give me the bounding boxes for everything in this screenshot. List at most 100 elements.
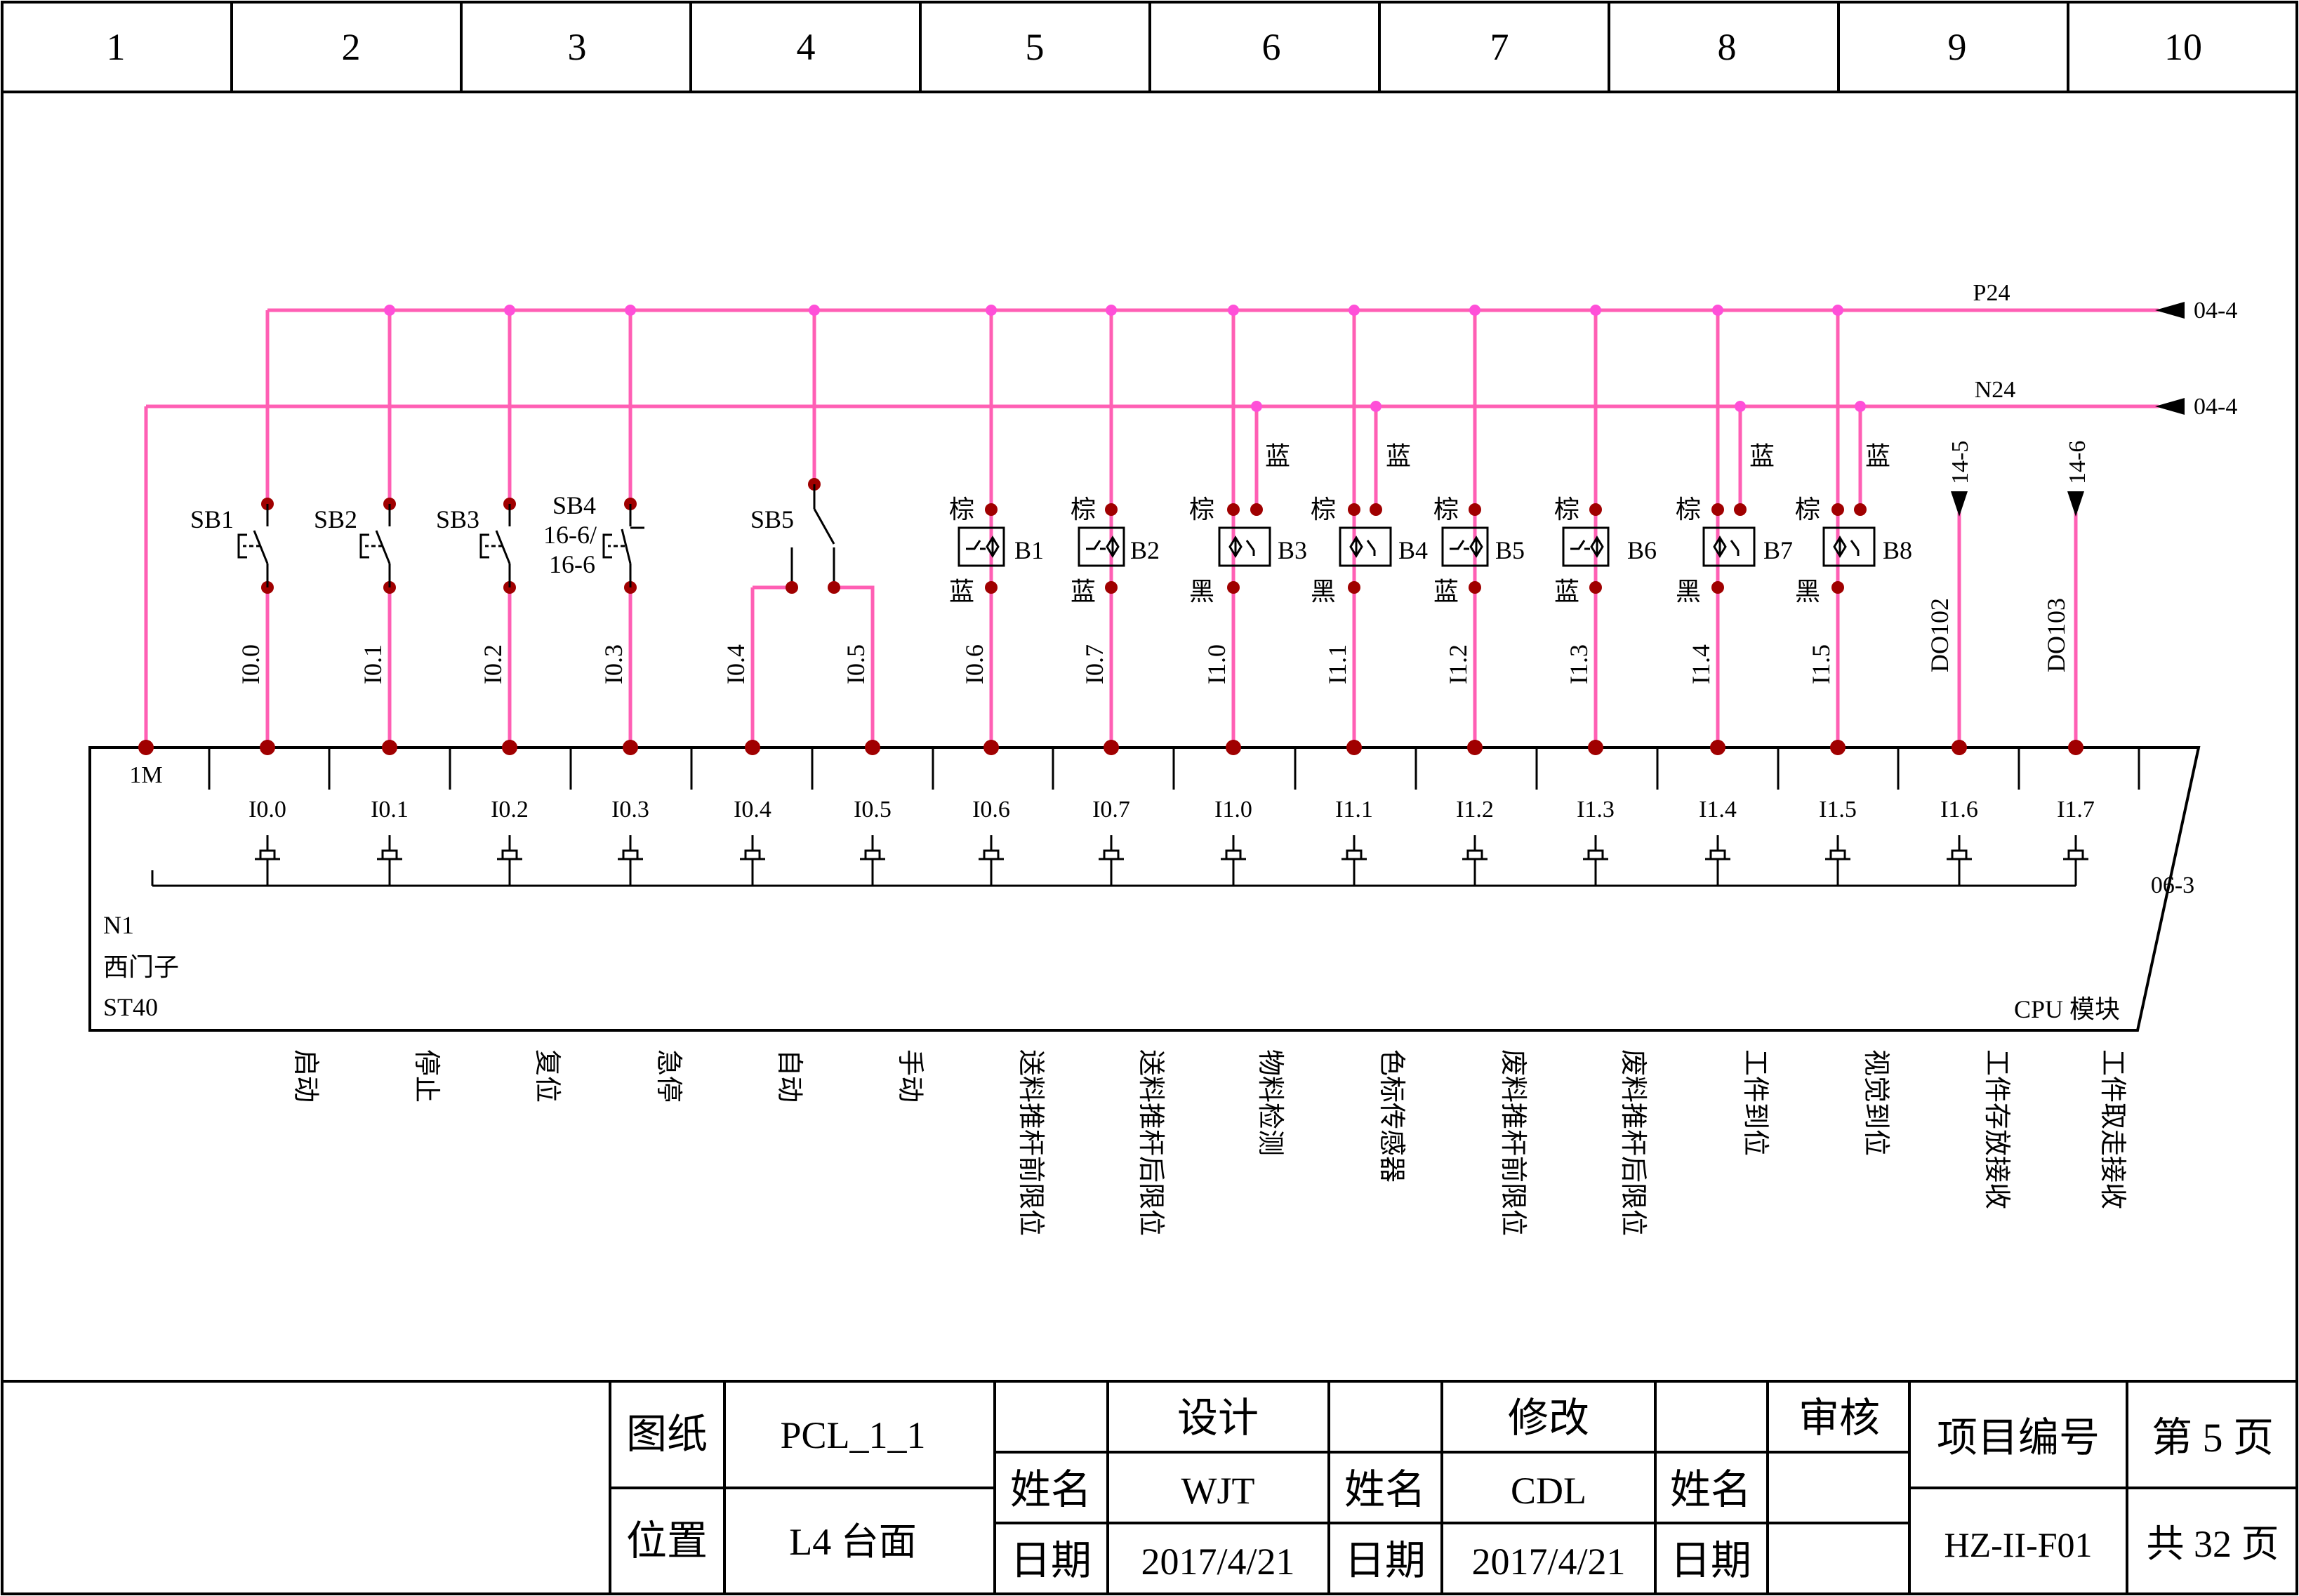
plc-vendor: 西门子 [103,953,179,981]
sensor-wire-extra: 蓝 [1265,442,1290,470]
wire-label: I0.2 [479,644,507,684]
power-buses: P24 N24 04-4 04-4 [146,280,2237,420]
plc-terminal-label: I0.1 [371,797,409,823]
plc-terminal-label: I1.5 [1819,797,1857,823]
sensor-wire-top: 棕 [1311,496,1336,524]
switch-sb5: SB5 [750,478,840,594]
wire-label: I1.4 [1687,644,1715,684]
switch-sb1: SB1 [190,498,274,594]
sensor-wire-extra: 蓝 [1386,442,1411,470]
column-number: 5 [1026,26,1045,68]
sensor-name: B3 [1278,536,1307,564]
date-label: 日期 [1670,1538,1751,1583]
cross-ref: 14-6 [2065,441,2091,484]
sensor-wire-extra: 蓝 [1865,442,1890,470]
wire-label: I0.0 [237,644,265,684]
plc-terminal-label: I1.2 [1456,797,1494,823]
sensor-b2: 棕 蓝 B2 [1071,496,1160,606]
modify-header: 修改 [1508,1395,1589,1441]
ref-arrow-icon [2067,491,2084,517]
wire-label: I0.1 [359,644,387,684]
plc-ref: 06-3 [2151,872,2194,898]
function-label: 色标传感器 [1377,1049,1406,1183]
name-label: 姓名 [1344,1467,1426,1512]
function-label: 复位 [532,1049,562,1103]
wire-label: I1.1 [1323,644,1351,684]
plc-common-label: 1M [129,762,162,788]
function-label: 急停 [654,1049,683,1103]
column-number: 8 [1718,26,1737,68]
sensor-wire-bottom: 黑 [1311,578,1336,606]
sensor-wire-bottom: 蓝 [949,578,974,606]
sensor-b7: 棕 黑 蓝 B7 [1676,442,1793,606]
function-label: 启动 [291,1049,320,1103]
sensor-b8: 棕 黑 蓝 B8 [1795,442,1912,606]
plc-terminal-label: I0.4 [734,797,771,823]
sensor-wire-bottom: 蓝 [1071,578,1096,606]
wire-label: I0.4 [722,644,750,684]
function-label: 工件存放接收 [1982,1049,2011,1209]
sensor-b3: 棕 黑 蓝 B3 [1189,442,1307,606]
column-number: 4 [797,26,816,68]
sb5-label: SB5 [750,505,794,533]
page-current: 第 5 页 [2152,1415,2274,1461]
plc-terminal-label: I0.2 [491,797,529,823]
function-label: 工件到位 [1740,1049,1770,1156]
plc-terminal-label: I0.3 [611,797,649,823]
review-header: 审核 [1798,1395,1880,1441]
drawing-label: 图纸 [626,1411,708,1457]
name-label: 姓名 [1010,1467,1092,1512]
plc-terminal-label: I1.1 [1335,797,1373,823]
switch-sb4: SB4 16-6/ 16-6 [543,491,644,594]
terminal-nodes [138,740,2083,755]
function-label: 物料检测 [1255,1049,1285,1156]
location-value: L4 台面 [789,1521,917,1563]
sensor-name: B5 [1495,536,1525,564]
wire-label: I1.5 [1807,644,1835,684]
sensor-wire-bottom: 黑 [1676,578,1701,606]
function-label: 视觉到位 [1861,1049,1890,1156]
sb4-label: SB4 [552,491,596,519]
plc-module: 1M I0.0 I0.1 I0.2 I0.3 I0.4 I0.5 I0.6 I0… [88,746,2201,1032]
sb4-ref1: 16-6/ [543,521,597,549]
plc-id: N1 [103,911,134,939]
column-number: 9 [1948,26,1967,68]
column-number: 1 [107,26,126,68]
sensor-wire-bottom: 黑 [1795,578,1820,606]
p24-label: P24 [1973,280,2010,306]
plc-terminal-label: I1.6 [1940,797,1978,823]
sensor-wire-top: 棕 [1071,496,1096,524]
switch-sb3: SB3 [436,498,517,594]
sensor-wire-top: 棕 [1189,496,1214,524]
wire-label: I0.5 [842,644,870,684]
sensor-name: B1 [1014,536,1044,564]
column-number: 6 [1262,26,1281,68]
sensor-wire-bottom: 蓝 [1433,578,1459,606]
function-label: 废料推杆后限位 [1618,1049,1648,1236]
function-label: 停止 [411,1049,441,1103]
switch-sb2: SB2 [314,498,397,594]
date-label: 日期 [1344,1538,1426,1583]
plc-terminal-label: I1.3 [1577,797,1615,823]
plc-terminal-label: I0.5 [854,797,892,823]
drawing-value: PCL_1_1 [780,1414,925,1456]
wire-label: I0.6 [960,644,988,684]
date-label: 日期 [1010,1538,1092,1583]
n24-arrow-icon [2155,398,2185,415]
function-label: 送料推杆后限位 [1136,1049,1165,1236]
modify-date: 2017/4/21 [1471,1541,1625,1583]
plc-internal-bus [151,835,2088,887]
sb1-label: SB1 [190,505,234,533]
design-header: 设计 [1177,1395,1259,1441]
sensor-name: B4 [1398,536,1428,564]
page-total: 共 32 页 [2147,1523,2279,1565]
sensor-wire-bottom: 黑 [1189,578,1214,606]
function-labels: 启动 停止 复位 急停 自动 手动 送料推杆前限位 送料推杆后限位 物料检测 色… [291,1049,2127,1236]
plc-terminal-label: I0.6 [972,797,1010,823]
wire-label: I1.0 [1202,644,1231,684]
column-header: 1 2 3 4 5 6 7 8 9 10 [2,2,2297,93]
sensor-name: B8 [1883,536,1912,564]
wire-label: DO103 [2042,598,2070,672]
column-number: 2 [342,26,361,68]
sb3-label: SB3 [436,505,479,533]
